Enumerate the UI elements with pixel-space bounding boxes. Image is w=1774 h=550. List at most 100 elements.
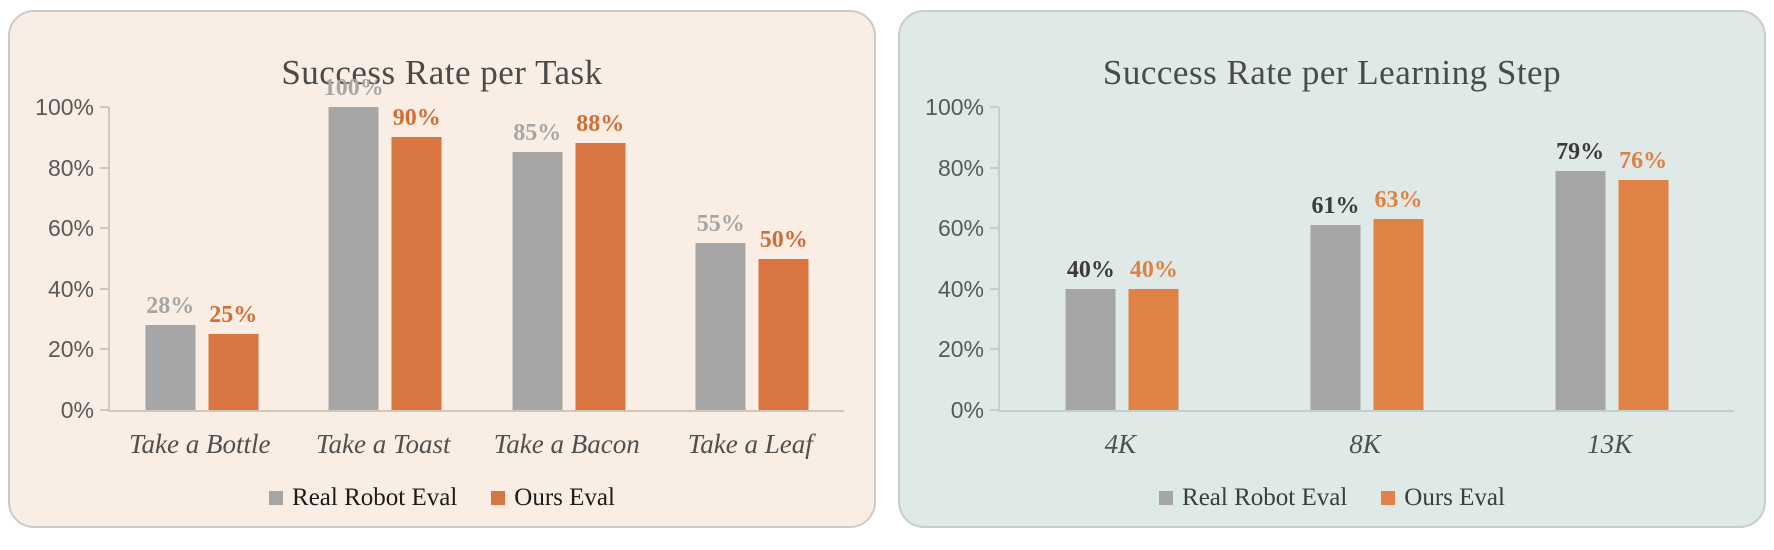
barwrap: 40% — [1065, 107, 1116, 410]
y-axis-label: 100% — [925, 94, 984, 120]
y-axis-tick — [990, 409, 998, 411]
data-label: 90% — [392, 105, 441, 132]
data-label: 85% — [513, 120, 562, 147]
y-axis-tick — [100, 287, 108, 290]
legend-item-real-robot-eval: Real Robot Eval — [269, 484, 457, 512]
y-axis-tick — [990, 348, 998, 351]
bar-group: 28% 25% — [145, 107, 259, 410]
y-axis-label: 20% — [937, 336, 984, 363]
bar-ours-eval — [391, 137, 442, 410]
y-axis-tick — [990, 166, 998, 169]
bar-real-robot-eval — [1555, 170, 1606, 410]
bar-ours-eval — [1128, 288, 1179, 410]
bar-ours-eval — [1373, 219, 1424, 410]
legend-label: Ours Eval — [1404, 484, 1505, 511]
barwrap: 25% — [208, 107, 259, 410]
plot-area: 0% 20% 40% 60% 80% 100% 28% 25% 100% 90% 85% 88% 55%… — [35, 76, 844, 423]
x-axis-label: Take a Toast — [315, 429, 451, 459]
barwrap: 88% — [575, 107, 626, 410]
bar-real-robot-eval — [328, 107, 379, 410]
bar-ours-eval — [208, 334, 259, 410]
bar-group: 100% 90% — [324, 76, 442, 410]
legend-item-ours-eval: Ours Eval — [491, 484, 615, 512]
y-axis-tick — [100, 227, 108, 230]
bar-ours-eval — [575, 143, 626, 410]
barwrap: 63% — [1373, 107, 1424, 410]
bar-real-robot-eval — [1310, 225, 1361, 410]
plot-area: 0% 20% 40% 60% 80% 100% 40% 40% 61% 63% 79% 76% — [925, 94, 1734, 423]
y-axis-tick — [990, 227, 998, 230]
y-axis-tick — [990, 106, 998, 108]
data-label: 55% — [696, 211, 745, 238]
chart-title: Success Rate per Learning Step — [1102, 53, 1562, 93]
legend-item-real-robot-eval: Real Robot Eval — [1159, 484, 1347, 512]
bar-real-robot-eval — [1065, 288, 1116, 410]
x-axis-label: Take a Leaf — [687, 429, 813, 459]
bar-group: 61% 63% — [1310, 107, 1424, 410]
x-axis-label: 4K — [1104, 429, 1137, 459]
y-axis-tick — [990, 287, 998, 290]
bar-group: 85% 88% — [512, 107, 626, 410]
legend-swatch-icon — [269, 491, 284, 505]
chart-panel-learning-step: Success Rate per Learning Step 0% 20% 40% 6… — [898, 10, 1766, 528]
bar-real-robot-eval — [145, 325, 196, 410]
bar-real-robot-eval — [512, 152, 563, 410]
y-axis-tick — [100, 106, 108, 108]
data-label: 40% — [1129, 256, 1178, 283]
barwrap: 55% — [695, 107, 746, 410]
y-axis-tick — [100, 409, 108, 411]
barwrap: 40% — [1128, 107, 1179, 410]
y-axis-label: 20% — [47, 336, 94, 363]
barwrap: 90% — [391, 105, 442, 410]
bar-group: 40% 40% — [1065, 107, 1179, 410]
data-label: 79% — [1556, 138, 1605, 165]
barwrap: 76% — [1618, 107, 1669, 410]
y-axis-label: 80% — [937, 154, 984, 181]
data-label: 40% — [1066, 256, 1115, 283]
y-axis-label: 100% — [35, 94, 94, 120]
legend: Real Robot Eval Ours Eval — [900, 484, 1764, 512]
legend: Real Robot Eval Ours Eval — [10, 484, 874, 512]
legend-swatch-icon — [1381, 491, 1396, 505]
data-label: 61% — [1311, 193, 1360, 220]
y-axis-label: 40% — [937, 275, 984, 302]
legend-label: Real Robot Eval — [1182, 484, 1348, 511]
bar-real-robot-eval — [695, 243, 746, 410]
bar-group: 79% 76% — [1555, 107, 1669, 410]
chart-title: Success Rate per Task — [281, 53, 603, 93]
y-axis-tick — [100, 166, 108, 169]
y-axis-label: 80% — [47, 154, 94, 181]
y-axis-label: 40% — [47, 275, 94, 302]
x-axis-label: 8K — [1349, 429, 1381, 459]
y-axis-label: 0% — [950, 397, 984, 423]
data-label: 28% — [146, 293, 195, 320]
barwrap: 28% — [145, 107, 196, 410]
barwrap: 85% — [512, 107, 563, 410]
legend-item-ours-eval: Ours Eval — [1381, 484, 1505, 512]
data-label: 50% — [759, 226, 808, 253]
chart-panel-task: Success Rate per Task 0% 20% 40% 60% 80% 100%… — [8, 10, 876, 528]
y-axis-tick — [100, 348, 108, 351]
x-axis-label: Take a Bacon — [493, 429, 640, 459]
bar-ours-eval — [1618, 179, 1669, 410]
data-label: 76% — [1619, 147, 1668, 174]
x-axis-label: Take a Bottle — [129, 429, 271, 459]
barwrap: 61% — [1310, 107, 1361, 410]
data-label: 88% — [576, 111, 625, 138]
barwrap: 100% — [324, 76, 384, 410]
data-label: 100% — [323, 75, 384, 101]
data-label: 25% — [209, 302, 258, 329]
legend-swatch-icon — [1159, 491, 1174, 505]
legend-swatch-icon — [491, 491, 506, 505]
legend-label: Real Robot Eval — [292, 484, 458, 511]
y-axis-label: 60% — [47, 215, 94, 242]
barwrap: 79% — [1555, 107, 1606, 410]
bar-group: 55% 50% — [695, 107, 809, 410]
figure: Success Rate per Task 0% 20% 40% 60% 80% 100%… — [8, 10, 1766, 528]
bar-ours-eval — [758, 258, 809, 410]
legend-label: Ours Eval — [514, 484, 615, 511]
data-label: 63% — [1374, 187, 1423, 214]
y-axis-label: 0% — [60, 397, 94, 423]
y-axis-label: 60% — [937, 215, 984, 242]
barwrap: 50% — [758, 107, 809, 410]
